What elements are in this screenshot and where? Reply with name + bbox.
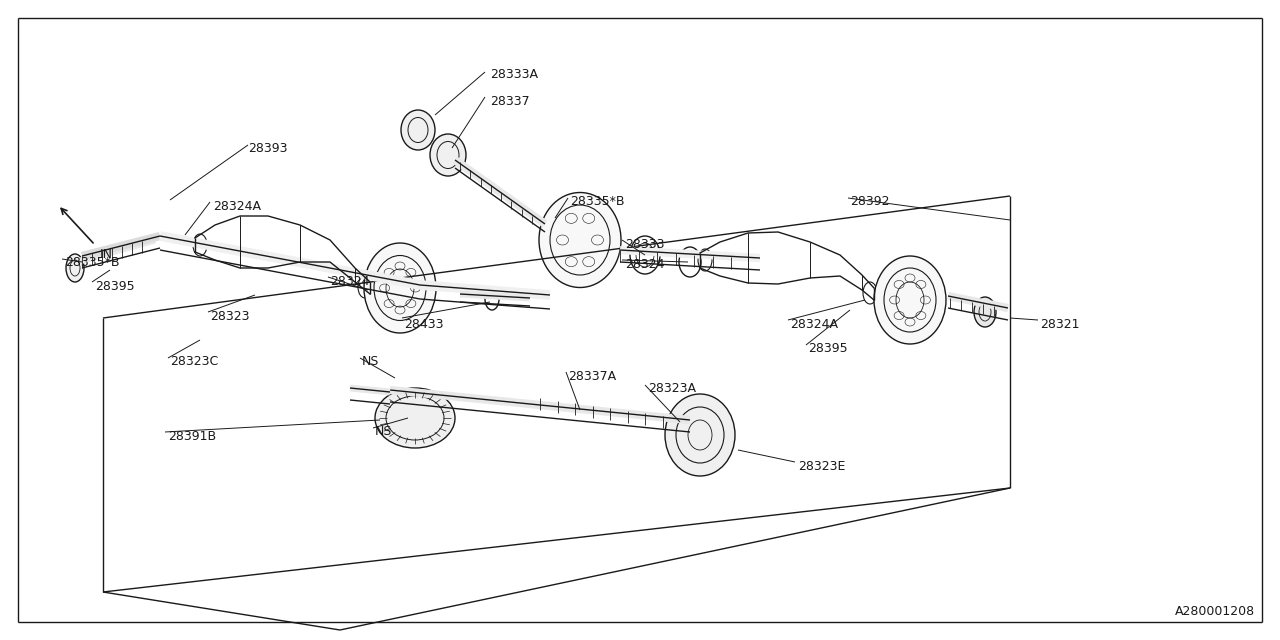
Text: 28324: 28324 [330,275,370,288]
Text: A280001208: A280001208 [1175,605,1254,618]
Ellipse shape [539,193,621,287]
Text: 28392: 28392 [850,195,890,208]
Text: 28335*B: 28335*B [570,195,625,208]
Ellipse shape [375,388,454,448]
Text: 28324A: 28324A [790,318,838,331]
Text: NS: NS [375,425,393,438]
Text: 28321: 28321 [1039,318,1079,331]
Text: 28323A: 28323A [648,382,696,395]
Ellipse shape [874,256,946,344]
Text: 28323: 28323 [210,310,250,323]
Text: 28333: 28333 [625,238,664,251]
Text: 28333A: 28333A [490,68,538,81]
Text: NS: NS [362,355,379,368]
Ellipse shape [430,134,466,176]
Text: 28395: 28395 [95,280,134,293]
Text: 28393: 28393 [248,142,288,155]
Text: IN: IN [100,248,113,261]
Text: 28324A: 28324A [212,200,261,213]
Ellipse shape [666,394,735,476]
Text: 28391B: 28391B [168,430,216,443]
Ellipse shape [67,254,84,282]
Text: 28323E: 28323E [797,460,845,473]
Text: 28433: 28433 [404,318,443,331]
Text: 28395: 28395 [808,342,847,355]
Ellipse shape [974,297,996,327]
Ellipse shape [364,243,436,333]
Text: 28335*B: 28335*B [65,256,119,269]
Text: 28323C: 28323C [170,355,219,368]
Text: 28337: 28337 [490,95,530,108]
Text: 28337A: 28337A [568,370,616,383]
Ellipse shape [401,110,435,150]
Text: 28324: 28324 [625,258,664,271]
